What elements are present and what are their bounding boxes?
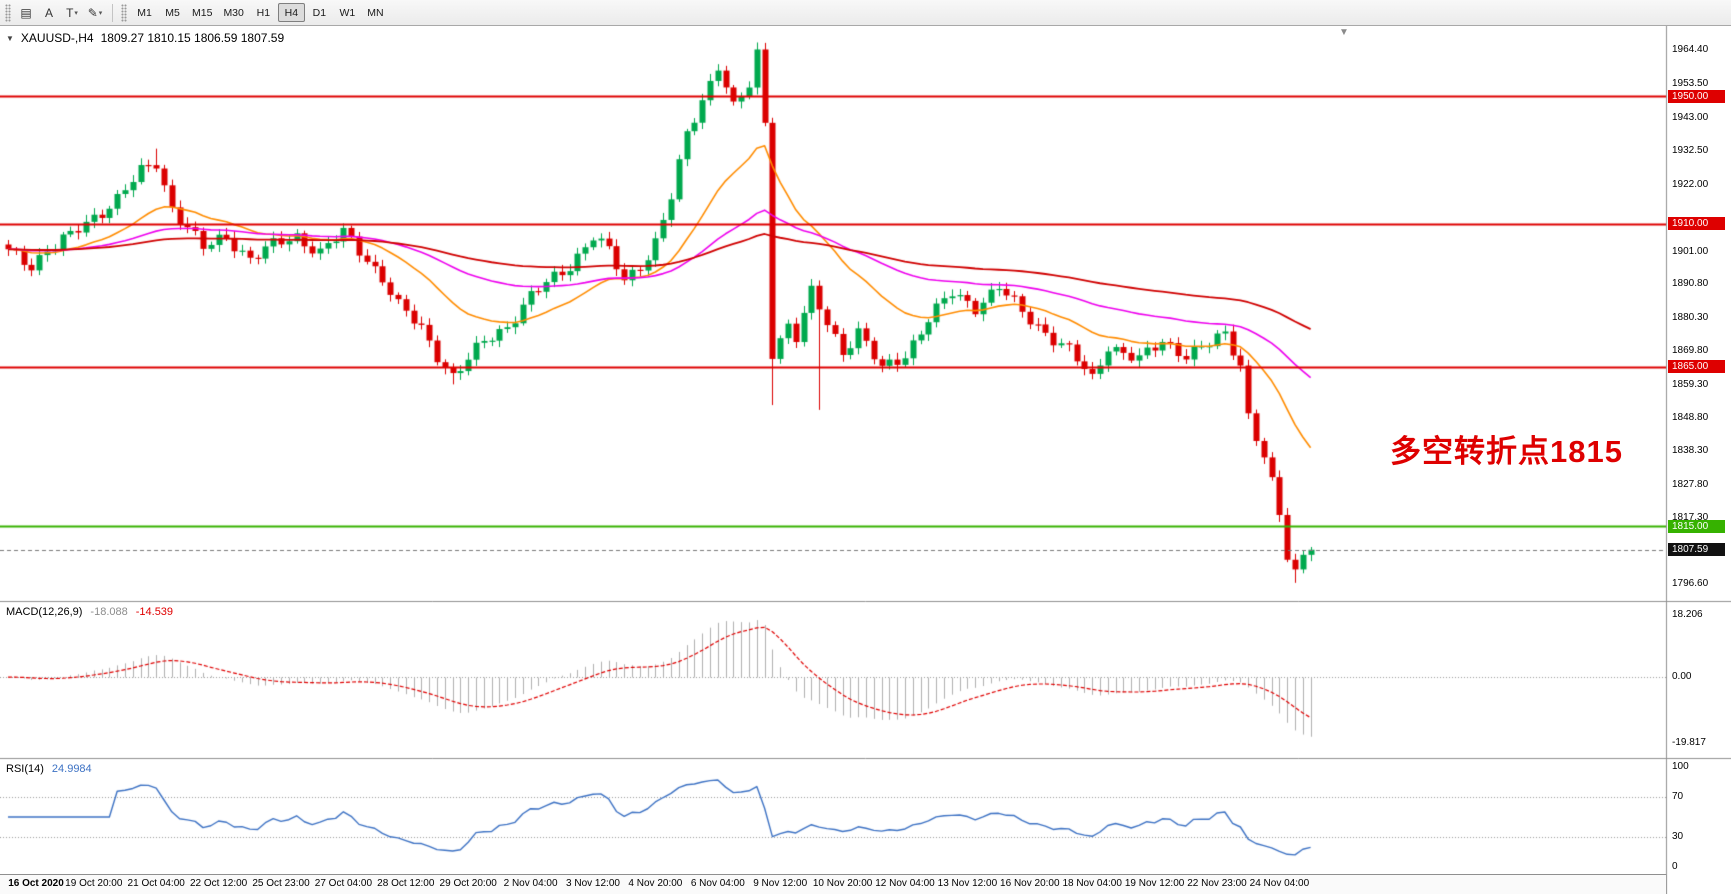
price-level-badge: 1815.00 (1668, 519, 1725, 533)
price-tick: 1827.80 (1672, 478, 1709, 490)
toolbar-separator (112, 3, 113, 22)
dropdown-caret-icon: ▾ (98, 9, 103, 17)
price-tick: 0.00 (1672, 670, 1692, 682)
time-axis: 16 Oct 2020 19 Oct 20:00 21 Oct 04:00 22 Oc… (0, 874, 1666, 894)
toolbar-grip[interactable] (5, 3, 11, 22)
timeframe-toolbar-grip[interactable] (121, 3, 127, 22)
price-tick: 1848.80 (1672, 411, 1709, 423)
price-tick: 1869.80 (1672, 345, 1709, 357)
chart-type-icon[interactable]: ▤ (20, 5, 32, 20)
timeframe-button-w1[interactable]: W1 (339, 6, 356, 19)
price-level-badge: 1910.00 (1668, 217, 1725, 230)
timeframe-button-h1[interactable]: H1 (256, 6, 271, 19)
timeframe-button-mn[interactable]: MN (367, 6, 384, 19)
price-tick: 1890.80 (1672, 278, 1709, 290)
time-label: 9 Nov 12:00 (753, 878, 808, 889)
price-level-badge: 1950.00 (1668, 89, 1725, 103)
time-label: 19 Nov 12:00 (1124, 878, 1185, 889)
rsi-label: RSI(14) 24.9984 (6, 763, 92, 775)
toolbar: ▤ A T ▾ ✎ ▾ M1 M5 M15 M30 H1 H4 D1 W1 MN (0, 0, 1731, 26)
price-tick: 18.206 (1672, 609, 1703, 621)
time-label: 4 Nov 20:00 (628, 878, 683, 889)
time-label: 22 Oct 12:00 (189, 878, 248, 889)
template-tool-icon[interactable]: T ▾ (66, 5, 78, 20)
time-label: 3 Nov 12:00 (566, 878, 620, 889)
text-tool-icon[interactable]: A (44, 5, 53, 20)
rsi-value: 24.9984 (51, 763, 92, 775)
macd-signal-value: -14.539 (135, 606, 174, 618)
macd-main-value: -18.088 (90, 606, 128, 618)
time-label: 28 Oct 12:00 (377, 878, 435, 889)
price-tick: 1943.00 (1672, 111, 1709, 123)
timeframe-button-d1[interactable]: D1 (312, 6, 327, 19)
annotation-text: 多空转折点1815 (1390, 434, 1623, 469)
macd-label: MACD(12,26,9) -18.088 -14.539 (6, 606, 173, 618)
price-tick: 100 (1672, 760, 1689, 772)
draw-tool-icon[interactable]: ✎ ▾ (87, 5, 103, 20)
timeframe-button-m1[interactable]: M1 (137, 6, 152, 19)
price-tick: 1838.30 (1672, 445, 1709, 457)
price-tick: 1817.30 (1672, 512, 1709, 524)
price-tick: 1859.30 (1672, 378, 1709, 390)
timeframe-button-h4[interactable]: H4 (277, 3, 305, 22)
symbol-name: XAUUSD-,H4 (20, 31, 94, 45)
timeframe-button-m5[interactable]: M5 (165, 6, 180, 19)
time-label: 16 Nov 20:00 (1000, 878, 1060, 889)
time-label: 18 Nov 04:00 (1062, 878, 1122, 889)
time-label: 19 Oct 20:00 (65, 878, 123, 889)
time-label: 2 Nov 04:00 (503, 878, 558, 889)
symbol-ohlc-label: ▼ XAUUSD-,H4 1809.27 1810.15 1806.59 180… (6, 31, 284, 45)
price-tick: 1953.50 (1672, 78, 1709, 90)
price-tick: 70 (1672, 790, 1684, 802)
time-label: 6 Nov 04:00 (690, 878, 745, 889)
time-label: 29 Oct 20:00 (439, 878, 497, 889)
time-label: 22 Nov 23:00 (1187, 878, 1247, 889)
time-label: 24 Nov 04:00 (1249, 878, 1310, 889)
price-axis: 1964.40 1953.50 1943.00 1932.50 1922.00 1901.… (1667, 26, 1731, 894)
price-tick: 1922.00 (1672, 178, 1709, 190)
price-tick: 1901.00 (1672, 245, 1709, 257)
price-tick: 1796.60 (1672, 578, 1709, 590)
time-label: 10 Nov 20:00 (812, 878, 873, 889)
price-tick: -19.817 (1672, 737, 1706, 749)
time-label: 12 Nov 04:00 (875, 878, 935, 889)
price-tick: 30 (1672, 830, 1684, 842)
toolbar-tools: ▤ A T ▾ ✎ ▾ (15, 3, 106, 23)
timeframe-toolbar: M1 M5 M15 M30 H1 H4 D1 W1 MN (131, 3, 389, 22)
ohlc-values: 1809.27 1810.15 1806.59 1807.59 (100, 31, 285, 45)
price-tick: 0 (1672, 860, 1678, 872)
time-label: 16 Oct 2020 (8, 878, 64, 889)
chart-shift-marker[interactable]: ▼ (1339, 27, 1349, 38)
time-label: 27 Oct 04:00 (314, 878, 373, 889)
chart-canvas[interactable] (0, 26, 1731, 894)
rsi-name: RSI(14) (6, 763, 44, 775)
chart-region: ▼ XAUUSD-,H4 1809.27 1810.15 1806.59 180… (0, 26, 1731, 894)
price-tick: 1964.40 (1672, 43, 1709, 55)
collapse-arrow-icon[interactable]: ▼ (6, 33, 14, 43)
price-tick: 1932.50 (1672, 145, 1709, 157)
price-level-badge: 1865.00 (1668, 360, 1725, 374)
timeframe-button-m30[interactable]: M30 (223, 6, 244, 19)
time-label: 13 Nov 12:00 (937, 878, 998, 889)
price-tick: 1880.30 (1672, 311, 1709, 323)
dropdown-caret-icon: ▾ (74, 9, 78, 17)
current-price-badge: 1807.59 (1668, 543, 1725, 557)
time-label: 25 Oct 23:00 (252, 878, 310, 889)
time-label: 21 Oct 04:00 (127, 878, 185, 889)
timeframe-button-m15[interactable]: M15 (192, 6, 213, 19)
macd-name: MACD(12,26,9) (6, 606, 83, 618)
